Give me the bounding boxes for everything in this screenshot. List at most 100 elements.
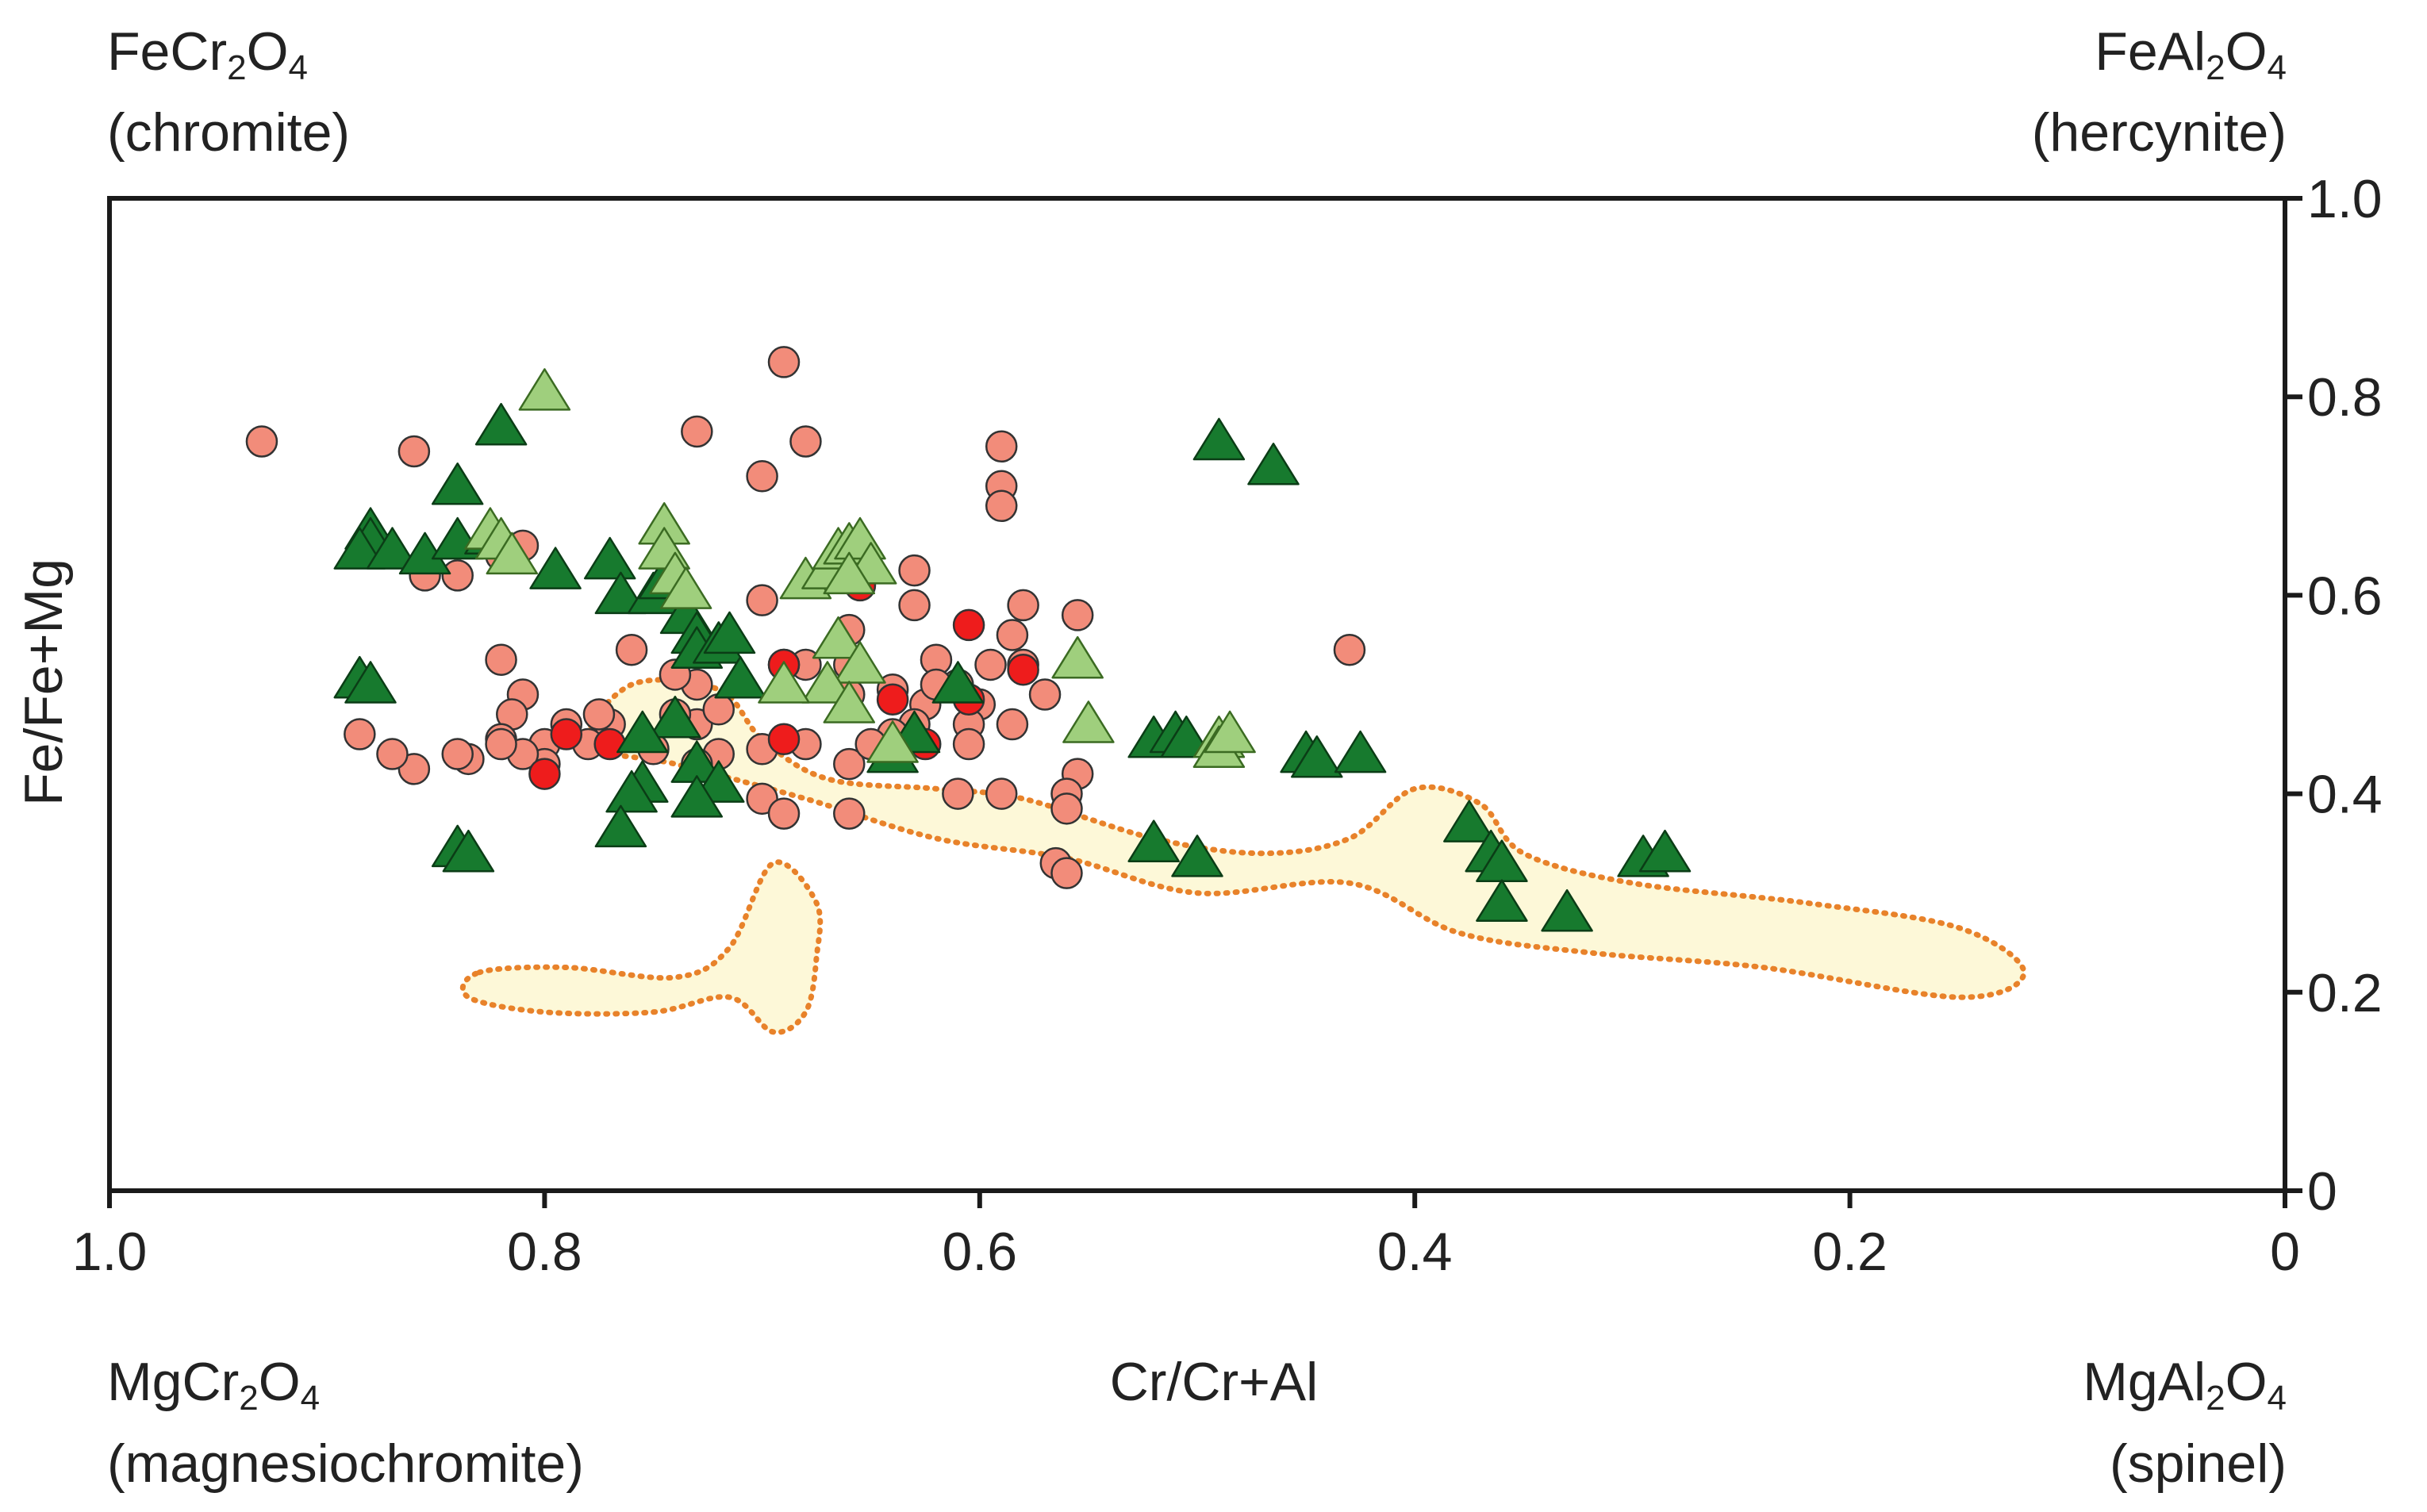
data-point-circle: [1050, 792, 1083, 825]
data-point-triangle: [1443, 800, 1496, 842]
formula-part: 2: [227, 48, 246, 87]
formula-part: 2: [2206, 1379, 2225, 1418]
y-tick-label: 0.8: [2307, 367, 2383, 428]
corner-label-bottom-right-formula: MgAl2O4: [2083, 1352, 2287, 1418]
data-point-circle: [593, 727, 626, 761]
y-tick-label: 0.4: [2307, 765, 2383, 825]
data-point-circle: [767, 346, 801, 378]
y-axis-title: Fe/Fe+Mg: [13, 558, 74, 806]
y-tick-label: 0.6: [2307, 566, 2383, 626]
data-point-triangle: [366, 527, 419, 570]
data-point-triangle: [931, 661, 985, 704]
formula-part: O: [259, 1352, 301, 1412]
data-point-circle: [441, 559, 474, 592]
x-axis-title: Cr/Cr+Al: [1110, 1352, 1319, 1412]
data-point-triangle: [1160, 716, 1213, 758]
data-points: [245, 346, 1692, 932]
data-point-triangle: [442, 829, 495, 873]
data-point-circle: [1007, 589, 1039, 622]
data-point-triangle: [1541, 888, 1593, 932]
corner-label-top-right-formula: FeAl2O4: [2095, 21, 2287, 87]
formula-part: FeCr: [107, 21, 227, 82]
corner-label-bottom-right-name: (spinel): [2110, 1433, 2287, 1494]
data-point-triangle: [834, 641, 886, 684]
data-point-triangle: [1127, 819, 1180, 862]
field-outline: [459, 859, 824, 1035]
data-point-triangle: [670, 775, 724, 818]
data-point-circle: [1028, 678, 1062, 711]
x-axis-ticks: 1.0 0.8 0.6 0.4 0.2 0: [72, 1191, 2300, 1282]
data-point-triangle: [594, 571, 647, 615]
data-point-circle: [974, 648, 1007, 681]
formula-part: MgCr: [107, 1352, 239, 1412]
data-point-triangle: [529, 547, 582, 589]
data-point-circle: [767, 723, 801, 756]
data-point-triangle: [801, 661, 854, 704]
data-point-triangle: [812, 616, 865, 659]
data-point-circle: [376, 738, 409, 770]
data-point-triangle: [616, 710, 669, 754]
formula-part: 2: [239, 1379, 258, 1418]
data-point-triangle: [583, 536, 636, 580]
data-point-triangle: [431, 462, 484, 505]
data-point-circle: [952, 608, 985, 642]
x-tick-label: 0.8: [507, 1222, 582, 1282]
data-point-circle: [681, 415, 713, 448]
data-point-triangle: [474, 402, 528, 446]
y-axis-ticks: 1.0 0.8 0.6 0.4 0.2 0: [2285, 169, 2383, 1222]
data-point-circle: [996, 708, 1029, 741]
data-point-circle: [245, 425, 278, 458]
data-point-circle: [996, 619, 1029, 651]
formula-part: MgAl: [2083, 1352, 2206, 1412]
data-point-circle: [985, 430, 1018, 462]
data-point-triangle: [823, 681, 876, 723]
data-point-triangle: [1204, 710, 1256, 754]
formula-part: FeAl: [2095, 21, 2206, 82]
y-tick-label: 0.2: [2307, 963, 2383, 1023]
data-point-triangle: [1171, 835, 1223, 877]
formula-part: 2: [2206, 48, 2225, 87]
corner-label-top-left-name: (chromite): [107, 102, 350, 163]
data-point-triangle: [1638, 829, 1692, 873]
data-point-triangle: [714, 655, 766, 699]
formula-part: O: [247, 21, 289, 82]
data-point-triangle: [823, 551, 876, 595]
field-outline: [584, 677, 2027, 1000]
data-point-circle: [550, 718, 583, 750]
data-point-circle: [833, 797, 866, 830]
y-tick-label: 1.0: [2307, 169, 2383, 229]
data-point-circle: [1061, 599, 1094, 631]
x-tick-label: 0: [2270, 1222, 2300, 1282]
data-point-triangle: [594, 804, 647, 848]
data-point-circle: [833, 747, 866, 781]
data-point-triangle: [659, 566, 712, 609]
data-point-circle: [441, 738, 474, 770]
formula-part: 4: [2268, 48, 2287, 87]
data-point-triangle: [518, 368, 571, 411]
x-tick-label: 0.4: [1377, 1222, 1453, 1282]
data-point-circle: [344, 718, 376, 750]
data-point-triangle: [1051, 635, 1104, 679]
data-point-triangle: [1192, 417, 1246, 461]
data-point-circle: [942, 777, 974, 810]
x-tick-label: 1.0: [72, 1222, 148, 1282]
formula-part: 4: [2268, 1379, 2287, 1418]
data-point-circle: [397, 435, 431, 468]
corner-label-top-left-formula: FeCr2O4: [107, 21, 308, 87]
data-point-circle: [615, 633, 648, 666]
data-point-circle: [485, 643, 517, 676]
data-point-circle: [767, 797, 801, 830]
compositional-fields: [459, 677, 2027, 1035]
formula-part: O: [2225, 21, 2268, 82]
data-point-triangle: [866, 720, 919, 763]
data-point-circle: [582, 698, 616, 731]
formula-part: O: [2225, 1352, 2268, 1412]
data-point-circle: [876, 683, 909, 716]
formula-part: 4: [301, 1379, 320, 1418]
data-point-triangle: [344, 661, 397, 704]
data-point-triangle: [649, 696, 701, 739]
data-point-triangle: [1291, 735, 1343, 778]
data-point-triangle: [1334, 730, 1387, 773]
data-point-circle: [898, 589, 931, 622]
